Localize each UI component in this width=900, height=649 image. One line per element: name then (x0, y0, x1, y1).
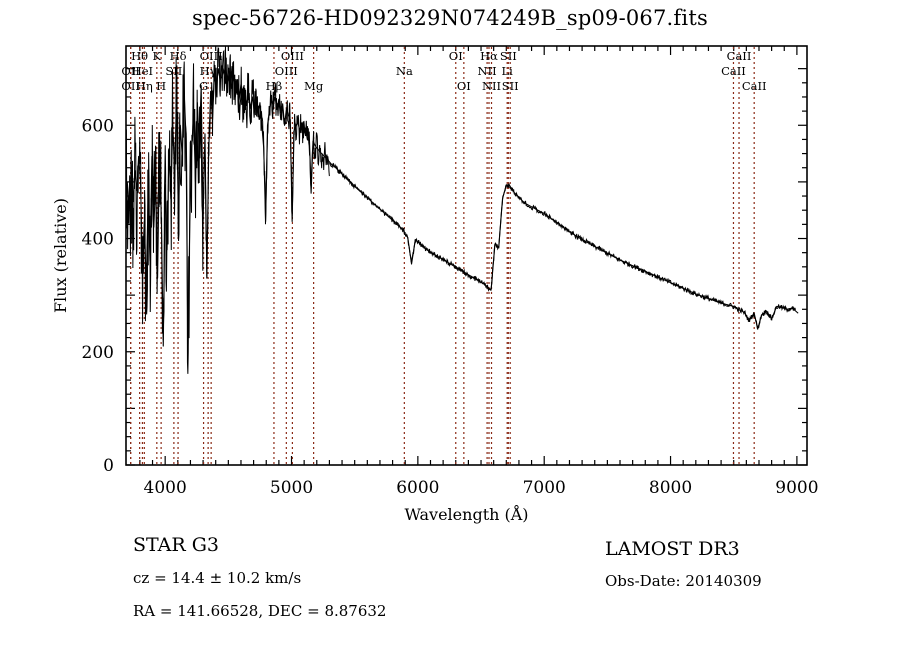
spectrum-noise-red (329, 162, 797, 330)
page-title: spec-56726-HD092329N074249B_sp09-067.fit… (192, 6, 708, 30)
coordinates-text: RA = 141.66528, DEC = 8.87632 (133, 602, 387, 620)
line-label-oi: OI (449, 49, 463, 63)
y-tick-label: 400 (82, 230, 114, 250)
line-label-h: H (156, 79, 166, 93)
line-label-oiii: OIII (275, 64, 298, 78)
line-label-sii: SII (500, 49, 517, 63)
line-label-oi: OI (457, 79, 471, 93)
line-label-caii: CaII (742, 79, 767, 93)
y-tick-label: 200 (82, 343, 114, 363)
line-label-oiii: OIII (281, 49, 304, 63)
line-label-g: G (199, 79, 208, 93)
line-label-nii: NII (478, 64, 497, 78)
x-tick-label: 7000 (523, 478, 566, 498)
x-tick-label: 6000 (396, 478, 439, 498)
line-label-hη: Hη (136, 79, 153, 93)
observation-date-text: Obs-Date: 20140309 (605, 572, 762, 590)
line-label-caii: CaII (727, 49, 752, 63)
object-class-text: STAR G3 (133, 534, 219, 556)
y-axis-title: Flux (relative) (51, 198, 70, 313)
line-label-hβ: Hβ (266, 79, 283, 93)
line-label-na: Na (396, 64, 413, 78)
line-label-oii: OII (121, 79, 140, 93)
y-tick-label: 600 (82, 116, 114, 136)
line-label-caii: CaII (721, 64, 746, 78)
x-tick-label: 5000 (270, 478, 313, 498)
line-label-k: K (153, 49, 162, 63)
spectrum-trace (126, 65, 799, 350)
x-tick-label: 4000 (144, 478, 187, 498)
x-tick-label: 9000 (775, 478, 818, 498)
plot-frame (125, 45, 808, 466)
line-label-mg: Mg (304, 79, 324, 93)
line-label-oiii: OIII (200, 49, 223, 63)
line-label-hθ: Hθ (131, 49, 148, 63)
line-label-sii: SII (502, 79, 519, 93)
line-label-hδ: Hδ (170, 49, 187, 63)
line-label-oii: OII (121, 64, 140, 78)
line-label-li: Li (502, 64, 514, 78)
x-tick-label: 8000 (649, 478, 692, 498)
x-axis-title: Wavelength (Å) (404, 504, 528, 524)
line-label-hα: Hα (480, 49, 498, 63)
line-label-nii: NII (482, 79, 501, 93)
y-tick-label: 0 (103, 456, 114, 476)
line-label-hei: HeI (132, 64, 153, 78)
survey-name-text: LAMOST DR3 (605, 538, 740, 560)
spectrum-noise-blue (125, 45, 330, 374)
redshift-velocity-text: cz = 14.4 ± 10.2 km/s (133, 569, 302, 587)
line-label-sii: SII (165, 64, 182, 78)
line-label-hγ: Hγ (200, 64, 217, 78)
